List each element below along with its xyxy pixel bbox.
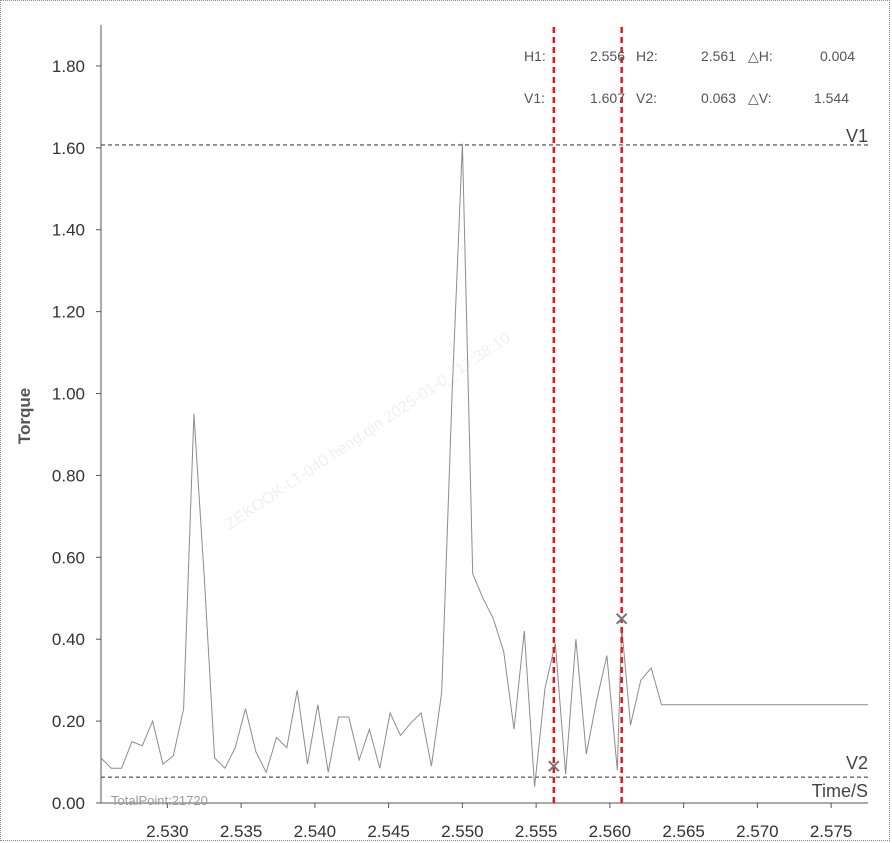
y-tick-label: 1.00 xyxy=(52,385,85,404)
x-tick-label: 2.555 xyxy=(515,822,558,841)
total-point-count: TotalPoint:21720 xyxy=(111,793,208,808)
cursor-readout: H1: 2.556 H2: 2.561 △H: 0.004 V1: 1.607 … xyxy=(524,48,855,106)
x-tick-label: 2.535 xyxy=(220,822,263,841)
y-tick-label: 0.20 xyxy=(52,712,85,731)
delta-h-label: △H: xyxy=(748,48,773,64)
h2-cursor-marker xyxy=(615,613,628,625)
x-tick-label: 2.560 xyxy=(589,822,632,841)
x-tick-label: 2.565 xyxy=(662,822,705,841)
axes xyxy=(100,25,868,804)
marker-stroke xyxy=(548,760,560,772)
delta-v-label: △V: xyxy=(748,90,771,106)
h1-label: H1: xyxy=(524,48,546,64)
y-axis-ticks: 0.00 0.20 0.40 0.60 0.80 1.00 1.20 1.40 1.60 1.80 xyxy=(52,57,101,813)
marker-stroke xyxy=(615,613,628,625)
x-tick-label: 2.570 xyxy=(736,822,779,841)
y-tick-label: 1.60 xyxy=(52,139,85,158)
y-tick-label: 1.20 xyxy=(52,303,85,322)
torque-series-line xyxy=(100,143,868,787)
cursor-lines[interactable] xyxy=(548,27,628,803)
v2-reference-label: V2 xyxy=(846,753,868,773)
y-tick-label: 1.40 xyxy=(52,221,85,240)
y-tick-label: 0.40 xyxy=(52,630,85,649)
delta-v-value: 1.544 xyxy=(814,90,849,106)
x-tick-label: 2.550 xyxy=(441,822,484,841)
x-tick-label: 2.575 xyxy=(810,822,853,841)
v1-reference-label: V1 xyxy=(846,126,868,146)
h2-value: 2.561 xyxy=(701,48,736,64)
x-tick-label: 2.540 xyxy=(294,822,337,841)
x-tick-label: 2.530 xyxy=(146,822,189,841)
y-tick-label: 1.80 xyxy=(52,57,85,76)
h1-value: 2.556 xyxy=(590,48,625,64)
x-axis-title: Time/S xyxy=(812,781,868,801)
h2-label: H2: xyxy=(636,48,658,64)
v1-label: V1: xyxy=(524,90,545,106)
v1-value: 1.607 xyxy=(590,90,625,106)
h1-cursor-marker xyxy=(548,760,560,772)
y-tick-label: 0.60 xyxy=(52,548,85,567)
y-axis-title: Torque xyxy=(15,388,34,444)
y-tick-label: 0.00 xyxy=(52,794,85,813)
x-tick-label: 2.545 xyxy=(367,822,410,841)
x-axis-ticks: 2.530 2.535 2.540 2.545 2.550 2.555 2.560 2.565… xyxy=(146,803,852,841)
v2-value: 0.063 xyxy=(701,90,736,106)
y-tick-label: 0.80 xyxy=(52,466,85,485)
v2-label: V2: xyxy=(636,90,657,106)
watermark-text: ZEKOOK-LT-040 heng.qin 2025-01-0_ 17:38:… xyxy=(223,329,514,533)
delta-h-value: 0.004 xyxy=(820,48,855,64)
reference-lines xyxy=(101,144,868,778)
